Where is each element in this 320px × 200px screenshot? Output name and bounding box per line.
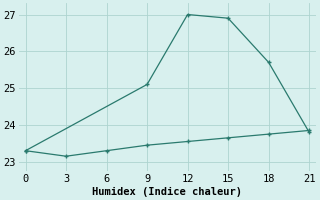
X-axis label: Humidex (Indice chaleur): Humidex (Indice chaleur) [92, 186, 242, 197]
